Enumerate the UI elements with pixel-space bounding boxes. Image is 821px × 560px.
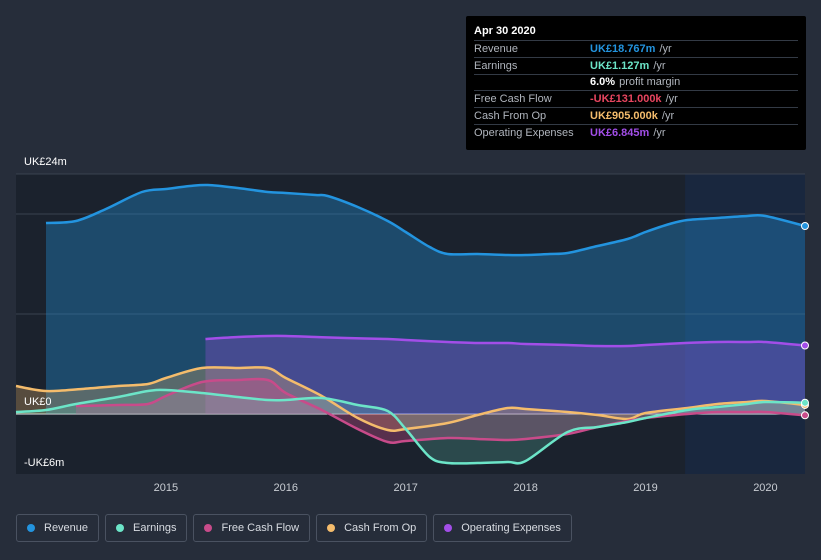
tooltip-row-unit: /yr <box>653 59 666 72</box>
tooltip-row: 6.0% profit margin <box>474 73 798 91</box>
series-end-point <box>801 398 809 407</box>
tooltip-row: Free Cash Flow -UK£131.000k/yr <box>474 90 798 107</box>
series-line-earnings <box>15 388 806 465</box>
forecast-region <box>685 174 805 474</box>
tooltip-row-unit: /yr <box>665 93 678 106</box>
series-area-free-cash-flow <box>75 379 805 443</box>
legend-dot-icon <box>327 524 336 532</box>
tooltip-row-value: UK£6.845m <box>590 126 650 139</box>
x-tick-label: 2019 <box>633 482 657 494</box>
tooltip-row-label: Operating Expenses <box>474 126 574 139</box>
tooltip-date: Apr 30 2020 <box>474 25 536 37</box>
legend-item-operating-expenses[interactable]: Operating Expenses <box>433 514 572 542</box>
series-area-cash-from-op <box>16 367 805 431</box>
tooltip-row-value: UK£18.767m <box>590 42 656 55</box>
x-tick-label: 2020 <box>753 482 777 494</box>
series-line-free-cash-flow <box>75 377 806 444</box>
x-tick-label: 2017 <box>393 482 417 494</box>
legend-item-free-cash-flow[interactable]: Free Cash Flow <box>193 514 311 542</box>
tooltip-row-unit: profit margin <box>619 76 681 89</box>
legend-label: Earnings <box>133 522 177 534</box>
tooltip-row-value: UK£905.000k <box>590 110 658 123</box>
tooltip-row-label: Earnings <box>474 59 518 72</box>
legend-dot-icon <box>116 524 125 532</box>
legend-dot-icon <box>204 524 213 532</box>
series-end-point <box>801 411 809 420</box>
legend-dot-icon <box>444 524 453 532</box>
x-tick-label: 2015 <box>154 482 178 494</box>
series-line-revenue <box>45 183 806 257</box>
tooltip-row: Cash From Op UK£905.000k/yr <box>474 107 798 124</box>
tooltip-row-value: -UK£131.000k <box>590 93 662 106</box>
tooltip-row-label: Revenue <box>474 42 519 55</box>
legend-label: Cash From Op <box>344 522 417 534</box>
legend-label: Free Cash Flow <box>221 522 300 534</box>
legend-item-revenue[interactable]: Revenue <box>16 514 100 542</box>
legend-item-earnings[interactable]: Earnings <box>105 514 188 542</box>
series-area-earnings <box>16 389 805 464</box>
x-tick-label: 2016 <box>274 482 298 494</box>
tooltip-row-label: Free Cash Flow <box>474 93 552 106</box>
legend-item-cash-from-op[interactable]: Cash From Op <box>316 514 428 542</box>
chart: UK£24m UK£0 -UK£6m 2015 2016 2017 2018 2019 2020 <box>15 156 809 494</box>
y-tick-label: -UK£6m <box>24 457 64 469</box>
tooltip-row-value: 6.0% <box>590 76 616 89</box>
x-tick-label: 2018 <box>513 482 537 494</box>
tooltip-row: Earnings UK£1.127m/yr <box>474 56 798 74</box>
tooltip-row-unit: /yr <box>659 42 672 55</box>
series-line-operating-expenses <box>205 334 806 348</box>
y-tick-label: UK£0 <box>24 396 52 408</box>
tooltip-row: Revenue UK£18.767m/yr <box>474 40 798 57</box>
series-area-operating-expenses <box>205 335 805 414</box>
series-end-point <box>801 341 809 350</box>
legend-dot-icon <box>27 524 35 532</box>
tooltip-row-value: UK£1.127m <box>590 59 650 72</box>
legend: Revenue Earnings Free Cash Flow Cash From O… <box>16 514 572 542</box>
tooltip-row-label: Cash From Op <box>474 110 547 123</box>
tooltip-row-unit: /yr <box>661 110 675 123</box>
tooltip: Apr 30 2020 Revenue UK£18.767m/yr Earnings… <box>466 16 806 150</box>
series-end-point <box>801 222 809 230</box>
tooltip-row: Operating Expenses UK£6.845m/yr <box>474 123 798 141</box>
legend-label: Operating Expenses <box>461 522 561 534</box>
tooltip-row-unit: /yr <box>653 126 666 139</box>
legend-label: Revenue <box>44 522 89 534</box>
y-tick-label: UK£24m <box>24 156 67 168</box>
